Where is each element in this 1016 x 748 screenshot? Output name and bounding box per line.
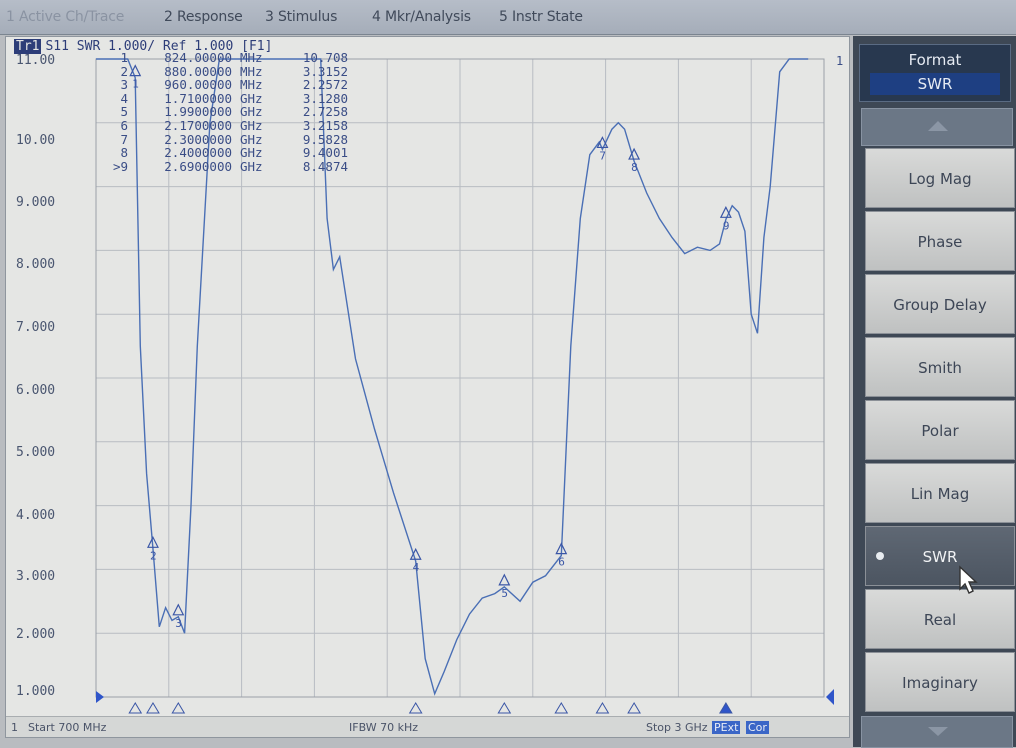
- trace-badge: Tr1: [14, 39, 42, 54]
- marker-triangle: [409, 547, 422, 560]
- smith-button[interactable]: Smith: [865, 337, 1015, 397]
- marker-table: 1 824.00000 MHz 10.708 2 880.00000 MHz 3.3152 …: [102, 51, 348, 173]
- marker-triangle: [498, 573, 511, 586]
- y-tick-label: 4.000: [16, 508, 56, 523]
- y-tick-label: 5.000: [16, 445, 56, 460]
- marker-row: 6 2.1700000 GHz 3.2158: [120, 117, 348, 133]
- marker-axis-indicator: [128, 702, 143, 714]
- marker-row: 4 1.7100000 GHz 3.1280: [120, 90, 348, 106]
- marker-label: 4: [413, 561, 420, 574]
- lin-mag-button[interactable]: Lin Mag: [865, 463, 1015, 523]
- marker-row: 3 960.00000 MHz 2.2572: [120, 77, 348, 93]
- triangle-down-icon: [928, 727, 948, 736]
- swr-chart: 1 1 2 3 4 5 6 7 8 9: [95, 54, 843, 714]
- real-button[interactable]: Real: [865, 589, 1015, 649]
- start-frequency[interactable]: Start 700 MHz: [28, 721, 107, 734]
- correction-chip: Cor: [746, 721, 769, 734]
- marker-row: 5 1.9900000 GHz 2.7258: [120, 104, 348, 120]
- marker-axis-indicator: [718, 702, 733, 714]
- marker-row: 1 824.00000 MHz 10.708: [120, 50, 348, 65]
- marker-label: 7: [599, 149, 606, 162]
- log-mag-button[interactable]: Log Mag: [865, 148, 1015, 208]
- marker-triangle: [596, 136, 609, 149]
- swr-button[interactable]: SWR: [865, 526, 1015, 586]
- format-menu-title: Format SWR: [859, 44, 1011, 102]
- port-extension-chip: PExt: [712, 721, 741, 734]
- softkey-panel: Format SWR Log Mag Phase Group Delay Smi…: [853, 36, 1016, 748]
- channel-number: 1: [11, 721, 18, 734]
- y-tick-label: 1.000: [16, 684, 56, 699]
- marker-label: 5: [501, 587, 508, 600]
- y-tick-label: 10.00: [16, 133, 56, 148]
- marker-row: 8 2.4000000 GHz 9.4001: [120, 145, 348, 161]
- menu-response[interactable]: 2 Response: [164, 9, 243, 25]
- marker-row: 7 2.3000000 GHz 9.5828: [120, 131, 348, 147]
- marker-triangle: [628, 147, 641, 160]
- menu-instr-state[interactable]: 5 Instr State: [499, 9, 583, 25]
- swr-button-label: SWR: [922, 548, 958, 566]
- menu-bar: 1 Active Ch/Trace 2 Response 3 Stimulus …: [0, 0, 1016, 35]
- menu-active-ch-trace[interactable]: 1 Active Ch/Trace: [6, 9, 125, 25]
- marker-row: 2 880.00000 MHz 3.3152: [120, 63, 348, 79]
- marker-axis-indicator: [408, 702, 423, 714]
- marker-label: 2: [150, 549, 157, 562]
- reference-level-arrow: [96, 691, 104, 703]
- menu-mkr-analysis[interactable]: 4 Mkr/Analysis: [372, 9, 471, 25]
- marker-label: 8: [631, 161, 638, 174]
- marker-axis-indicator: [497, 702, 512, 714]
- y-tick-label: 8.000: [16, 257, 56, 272]
- trace-title[interactable]: Tr1 S11 SWR 1.000/ Ref 1.000 [F1]: [14, 39, 272, 54]
- scroll-down-button[interactable]: [861, 716, 1013, 748]
- marker-label: 1: [132, 78, 139, 91]
- marker-triangle: [172, 603, 185, 616]
- marker-axis-indicator: [595, 702, 610, 714]
- marker-axis-indicator: [627, 702, 641, 714]
- marker-triangle: [555, 542, 568, 555]
- ifbw-label[interactable]: IFBW 70 kHz: [349, 721, 419, 734]
- current-format-value: SWR: [870, 73, 1000, 95]
- triangle-up-icon: [928, 121, 948, 131]
- trace-title-text: S11 SWR 1.000/ Ref 1.000 [F1]: [45, 39, 273, 54]
- marker-triangle: [129, 64, 142, 77]
- marker-label: 3: [175, 617, 182, 630]
- y-tick-label: 9.000: [16, 195, 56, 210]
- measurement-screen: 1 1 2 3 4 5 6 7 8 9 Tr1 S11 SWR 1.000/ Ref 1.000 […: [5, 36, 850, 738]
- right-scale-arrow: [826, 689, 834, 705]
- marker-label: 9: [723, 219, 730, 232]
- stop-frequency[interactable]: Stop 3 GHz: [646, 721, 708, 734]
- trace-end-label: 1: [836, 54, 843, 68]
- marker-triangle: [147, 535, 159, 548]
- y-tick-label: 6.000: [16, 383, 56, 398]
- mouse-cursor-icon: [959, 565, 978, 594]
- marker-axis-indicator: [554, 702, 569, 714]
- group-delay-button[interactable]: Group Delay: [865, 274, 1015, 334]
- marker-axis-indicator: [171, 702, 186, 714]
- selected-dot-icon: [876, 552, 884, 560]
- phase-button[interactable]: Phase: [865, 211, 1015, 271]
- y-tick-label: 3.000: [16, 569, 56, 584]
- marker-label: 6: [558, 556, 565, 569]
- panel-title-label: Format: [908, 51, 962, 69]
- marker-triangle: [719, 205, 732, 218]
- y-tick-label: 2.000: [16, 627, 56, 642]
- y-tick-label: 7.000: [16, 320, 56, 335]
- swr-trace-line: [96, 58, 809, 696]
- y-tick-label: 11.00: [16, 53, 56, 68]
- plot-frame: [95, 58, 825, 698]
- status-footer: 1 Start 700 MHz IFBW 70 kHz Stop 3 GHz P…: [6, 716, 849, 737]
- marker-axis-indicator: [146, 702, 160, 714]
- menu-stimulus[interactable]: 3 Stimulus: [265, 9, 338, 25]
- imaginary-button[interactable]: Imaginary: [865, 652, 1015, 712]
- scroll-up-button[interactable]: [861, 108, 1013, 146]
- polar-button[interactable]: Polar: [865, 400, 1015, 460]
- marker-row: >9 2.6900000 GHz 8.4874: [112, 158, 348, 174]
